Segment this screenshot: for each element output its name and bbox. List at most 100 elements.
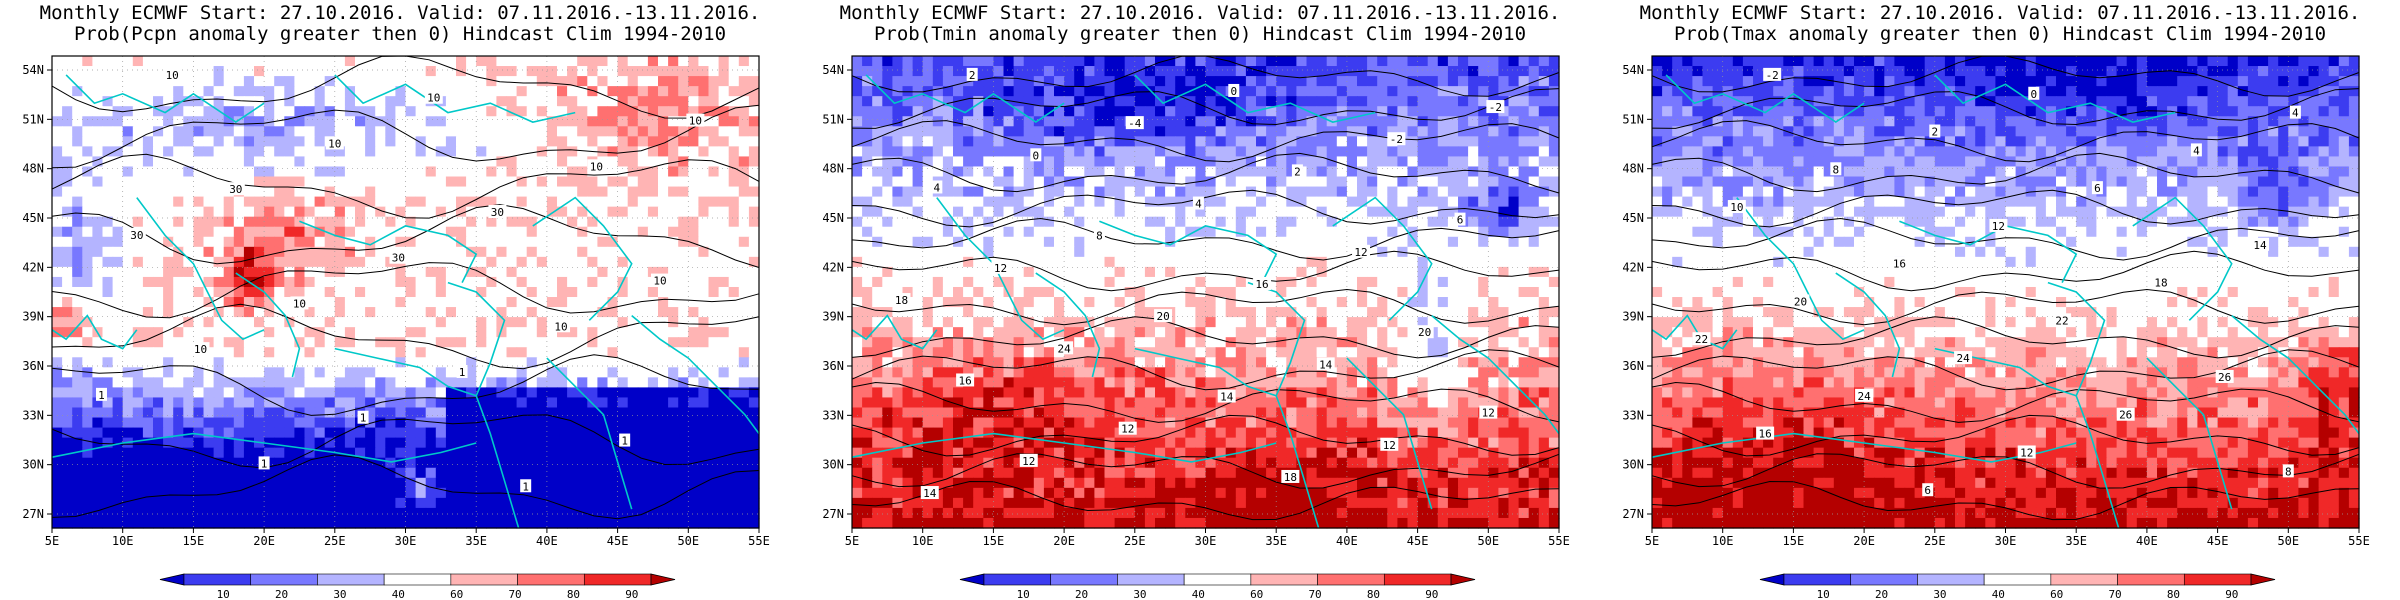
y-tick-label: 45N [1622,211,1644,225]
y-tick-label: 39N [822,310,844,324]
colorbar-segment [1117,573,1185,586]
contour-label: 12 [994,262,1007,275]
contour-label: 30 [392,252,405,265]
x-tick-label: 30E [395,534,417,548]
x-tick-label: 30E [1195,534,1217,548]
x-tick-label: 20E [1053,534,1075,548]
colorbar-segment [250,573,318,586]
y-tick-label: 48N [822,162,844,176]
contour-label: 20 [1418,326,1431,339]
colorbar-segment [1317,573,1385,586]
contour-label: 24 [1857,390,1871,403]
x-tick-label: 20E [253,534,275,548]
x-tick-label: 50E [677,534,699,548]
y-tick-label: 33N [1622,408,1644,422]
panel-title-line2: Prob(Tmin anomaly greater then 0) Hindca… [873,23,1527,45]
x-tick-label: 40E [536,534,558,548]
x-tick-label: 10E [912,534,934,548]
contour-label: 6 [1457,214,1464,227]
contour-label: 4 [2292,107,2299,120]
colorbar-tick-label: 10 [1017,588,1030,600]
contour-label: 14 [1220,391,1234,404]
contour-label: 4 [2193,144,2200,157]
contour-label: -2 [1489,101,1502,114]
contour-label: 18 [2154,277,2167,290]
y-tick-label: 36N [822,359,844,373]
coastlines [851,74,1560,529]
x-tick-label: 55E [748,534,770,548]
colorbar-tick-label: 80 [1367,588,1380,600]
colorbar-tick-label: 60 [1250,588,1263,600]
colorbar-segment [1183,573,1252,586]
y-tick-label: 42N [22,260,44,274]
contour-label: 1 [621,435,628,448]
colorbar-tick-label: 40 [392,588,405,600]
y-tick-label: 39N [1622,310,1644,324]
contour-label: 10 [554,320,567,333]
x-tick-label: 10E [1712,534,1734,548]
contour-label: 10 [653,275,666,288]
colorbar-high-arrow [1450,573,1476,586]
colorbar-segment [450,573,518,586]
colorbar-low-arrow [959,573,985,586]
y-tick-label: 48N [1622,162,1644,176]
map-axes: 5E 10E 15E 20E 25E 30E 35E 40E 45E 50E 55E54N51N48… [1622,63,2370,548]
x-tick-label: 40E [2136,534,2158,548]
colorbar-low-arrow [159,573,185,586]
colorbar: 10 20 30 40 60 70 80 90 [959,573,1476,600]
contour-label: 8 [1833,163,1840,176]
x-tick-label: 5E [845,534,859,548]
contour-label: 16 [1893,258,1906,271]
colorbar-tick-label: 90 [625,588,638,600]
y-tick-label: 51N [22,112,44,126]
colorbar-segment [517,573,585,586]
x-tick-label: 25E [324,534,346,548]
colorbar-segment [383,573,452,586]
x-tick-label: 35E [2065,534,2087,548]
y-tick-label: 30N [822,458,844,472]
colorbar-tick-label: 40 [1192,588,1205,600]
contour-label: 26 [2119,409,2132,422]
contour-label: 16 [958,374,971,387]
colorbar-low-arrow [1759,573,1785,586]
contour-label: 8 [2285,465,2292,478]
contour-label: 10 [293,297,306,310]
x-tick-label: 55E [1548,534,1570,548]
y-tick-label: 39N [22,310,44,324]
panel-title-line1: Monthly ECMWF Start: 27.10.2016. Valid: … [839,2,1561,24]
contour-label: 12 [1992,220,2005,233]
x-tick-label: 15E [183,534,205,548]
contour-labels: 20-2-4-202446812121618202024141614121212… [892,67,1505,500]
colorbar-segment [2183,573,2252,586]
colorbar-tick-label: 10 [217,588,230,600]
x-tick-label: 45E [607,534,629,548]
y-tick-label: 51N [1622,112,1644,126]
contour-label: 0 [1230,85,1237,98]
contour-label: 20 [1156,310,1169,323]
x-tick-label: 35E [465,534,487,548]
colorbar-tick-label: 70 [508,588,521,600]
contour-label: 30 [229,183,242,196]
contour-label: 1 [360,412,367,425]
contour-label: 18 [1284,471,1297,484]
x-tick-label: 5E [45,534,59,548]
colorbar-tick-label: 80 [2167,588,2180,600]
x-tick-label: 45E [1407,534,1429,548]
colorbar-tick-label: 30 [1933,588,1946,600]
coastlines [51,74,760,529]
probability-field [52,56,760,529]
y-tick-label: 54N [22,63,44,77]
x-tick-label: 5E [1645,534,1659,548]
contour-label: 30 [130,229,143,242]
contour-lines [851,55,1560,521]
contour-label: 1 [522,480,529,493]
panel-title-line2: Prob(Pcpn anomaly greater then 0) Hindca… [73,23,727,45]
panel-tmin: Monthly ECMWF Start: 27.10.2016. Valid: … [800,0,1600,600]
colorbar-segment [2117,573,2185,586]
contour-label: 18 [895,294,908,307]
colorbar-tick-label: 20 [1075,588,1088,600]
colorbar-tick-label: 10 [1817,588,1830,600]
y-tick-label: 45N [822,211,844,225]
y-tick-label: 30N [22,458,44,472]
